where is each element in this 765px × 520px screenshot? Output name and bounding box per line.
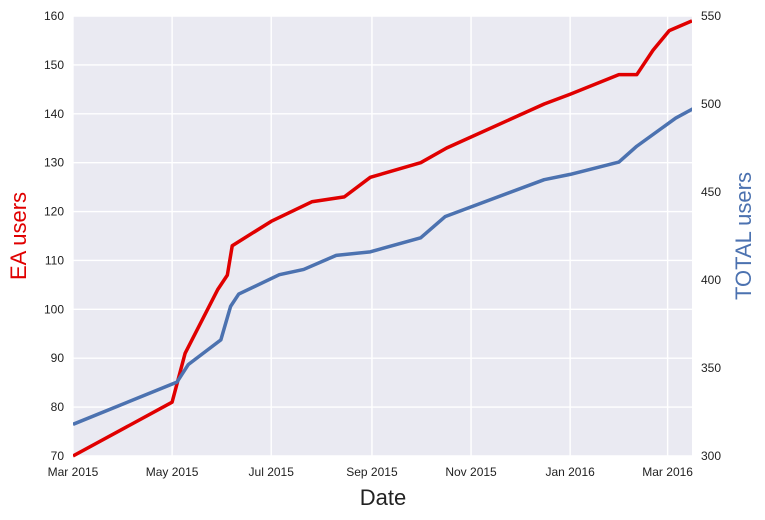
x-tick-label: Mar 2015 (48, 465, 99, 479)
x-tick-label: Jul 2015 (249, 465, 295, 479)
left-tick-label: 140 (44, 107, 64, 121)
right-tick-label: 550 (701, 9, 721, 23)
left-tick-label: 70 (51, 449, 65, 463)
left-tick-label: 120 (44, 205, 64, 219)
right-axis-ticks: 300 350 400 450 500 550 (701, 9, 721, 463)
left-tick-label: 160 (44, 9, 64, 23)
left-tick-label: 150 (44, 58, 64, 72)
ea-users-line (73, 19, 692, 458)
left-axis-ticks: 70 80 90 100 110 120 130 140 150 160 (44, 9, 64, 463)
left-tick-label: 100 (44, 302, 64, 316)
left-tick-label: 90 (51, 351, 65, 365)
x-axis-label: Date (360, 485, 406, 510)
left-tick-label: 80 (51, 400, 65, 414)
left-tick-label: 110 (45, 253, 64, 267)
right-tick-label: 500 (701, 97, 721, 111)
total-users-line (73, 107, 692, 426)
x-tick-label: Mar 2016 (642, 465, 693, 479)
x-tick-label: Nov 2015 (445, 465, 497, 479)
right-tick-label: 450 (701, 185, 721, 199)
grid-lines (72, 15, 692, 457)
right-tick-label: 400 (701, 273, 721, 287)
right-tick-label: 300 (701, 449, 721, 463)
x-tick-label: May 2015 (146, 465, 199, 479)
left-axis-label: EA users (6, 192, 31, 280)
x-tick-label: Jan 2016 (545, 465, 595, 479)
x-axis-ticks: Mar 2015 May 2015 Jul 2015 Sep 2015 Nov 2015… (48, 465, 694, 479)
left-tick-label: 130 (44, 156, 64, 170)
series-layer (73, 19, 692, 458)
right-axis-label: TOTAL users (731, 172, 756, 300)
x-tick-label: Sep 2015 (346, 465, 398, 479)
right-tick-label: 350 (701, 361, 721, 375)
